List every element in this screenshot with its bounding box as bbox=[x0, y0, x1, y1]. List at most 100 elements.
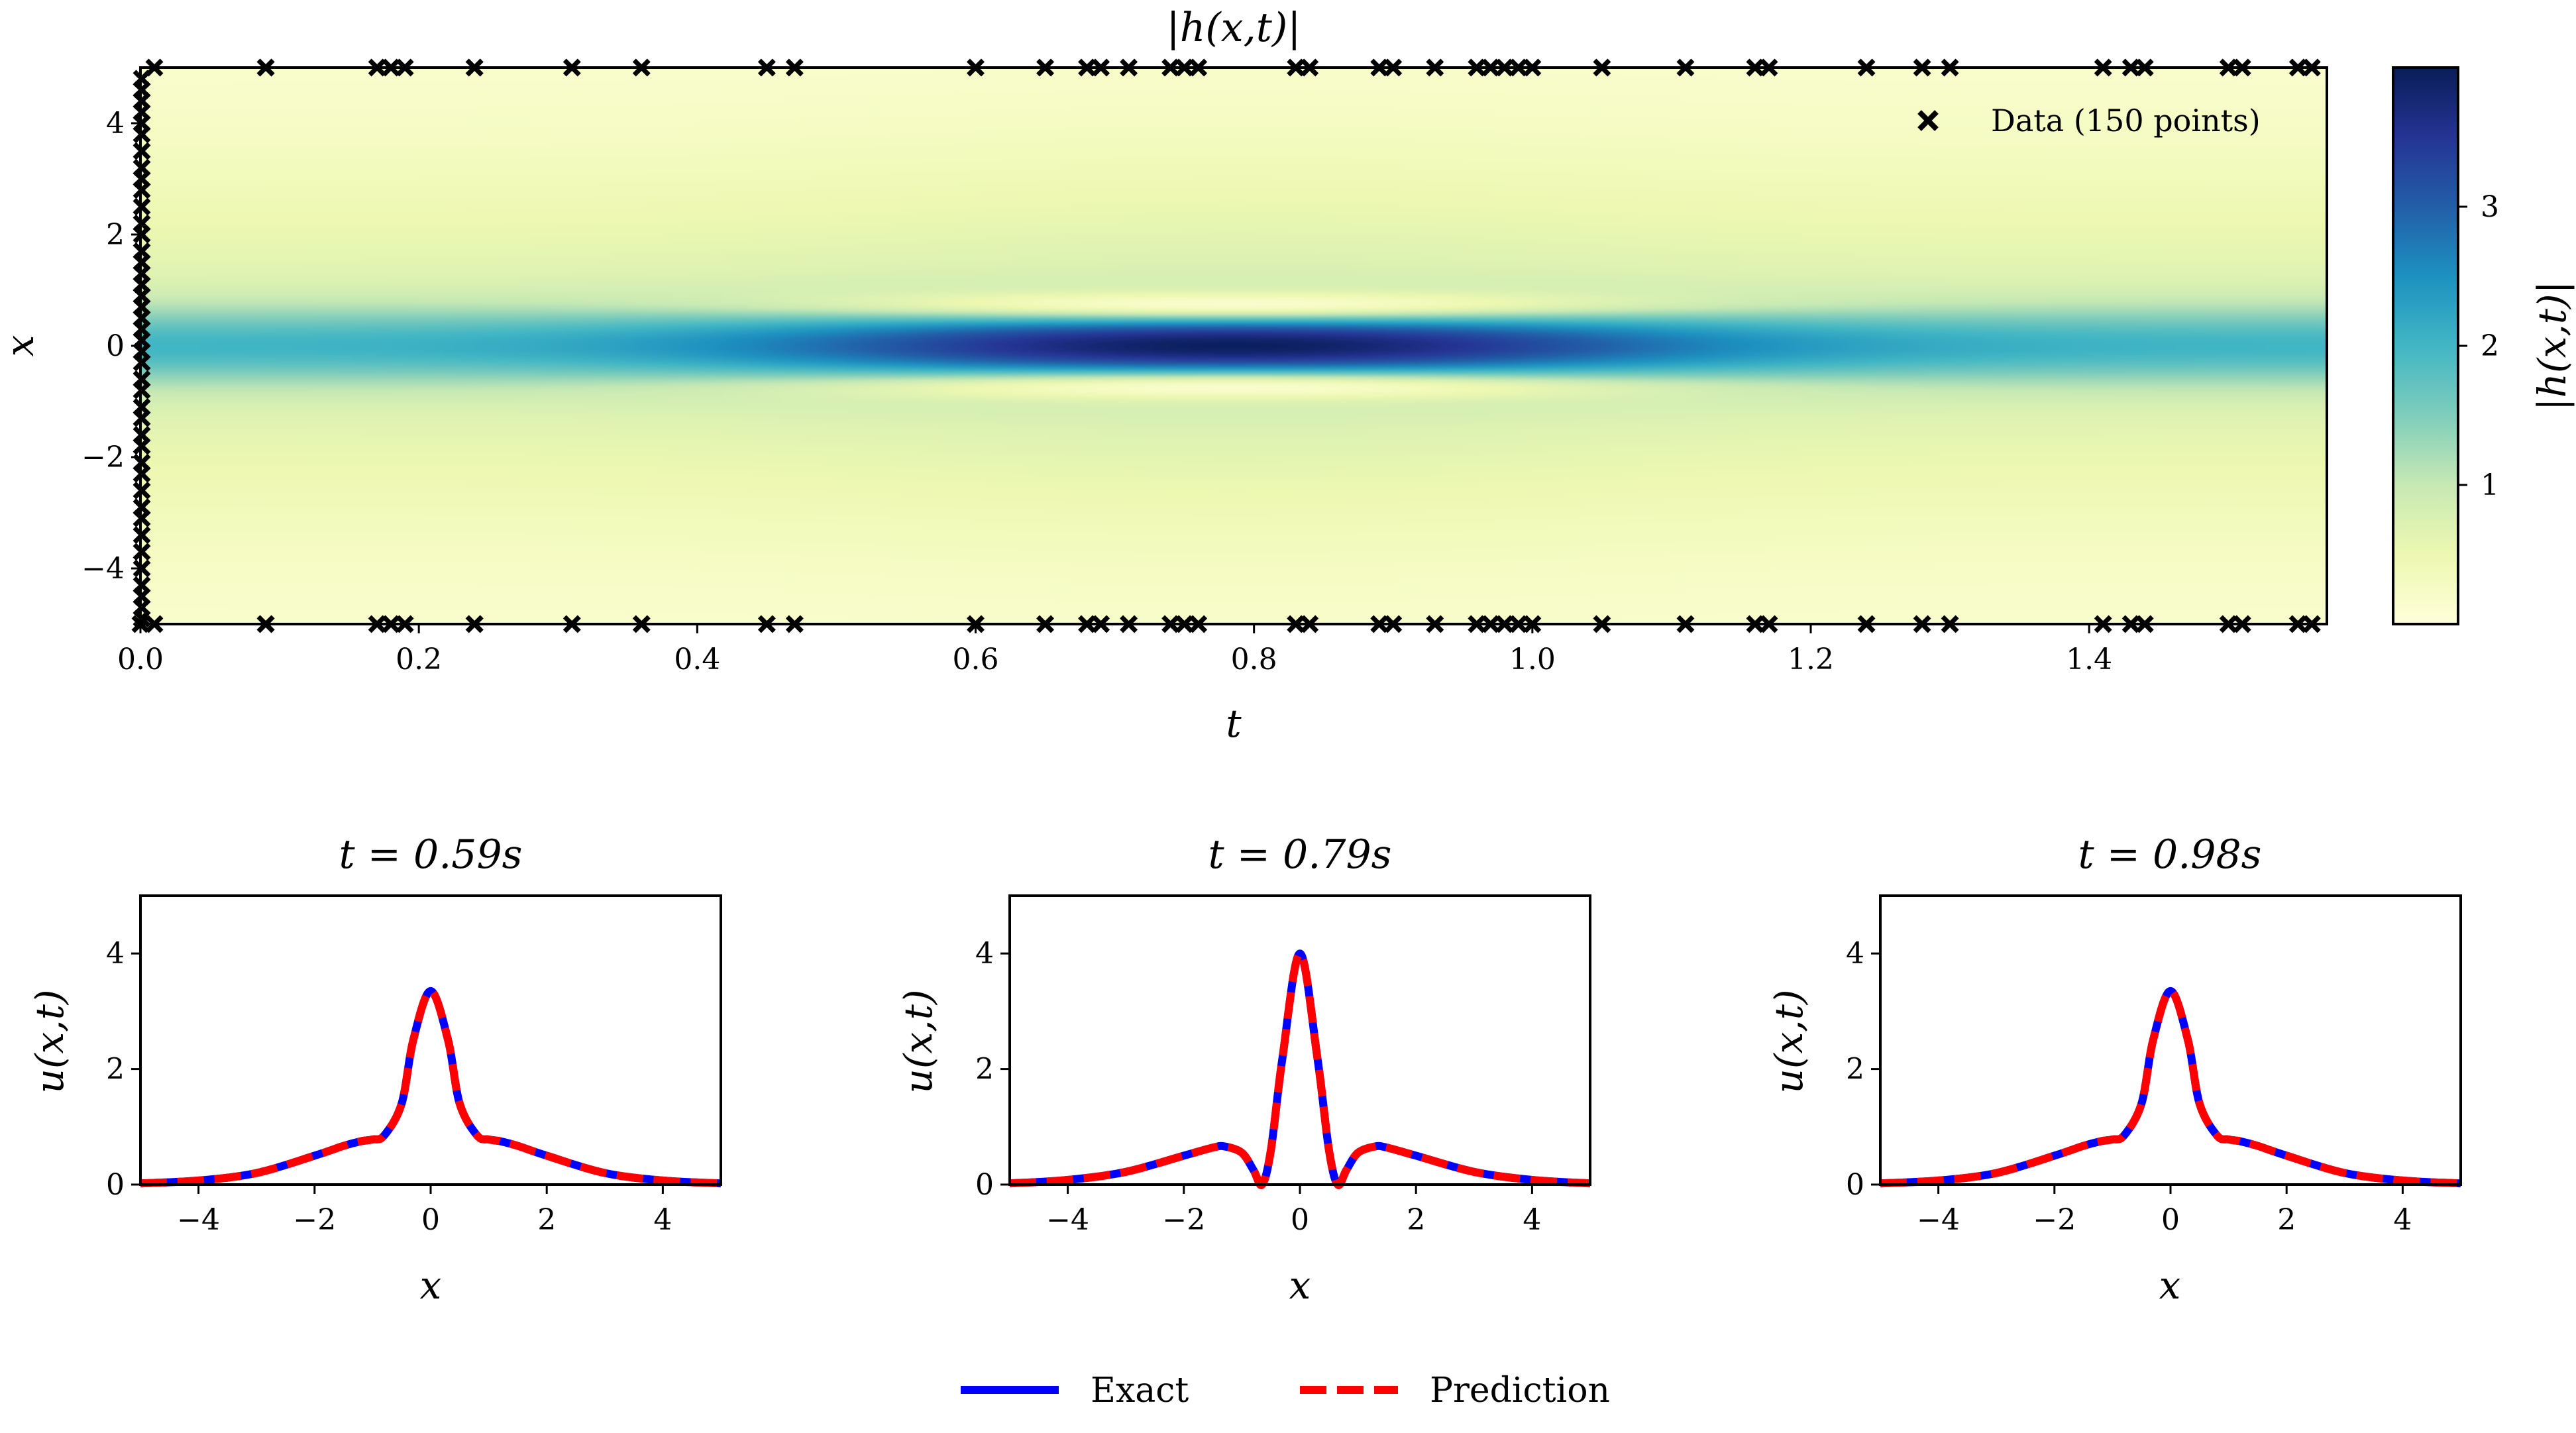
x-tick-label: 1.2 bbox=[1788, 643, 1834, 676]
data-point bbox=[382, 615, 400, 633]
data-point bbox=[1760, 615, 1778, 633]
data-point bbox=[1593, 615, 1611, 633]
heatmap-y-ticks: −4 −2 0 2 4 bbox=[81, 107, 140, 586]
plot-area bbox=[1880, 896, 2461, 1185]
data-point bbox=[133, 498, 151, 517]
data-point bbox=[1301, 58, 1319, 77]
data-point bbox=[1857, 615, 1876, 633]
data-point bbox=[2288, 615, 2307, 633]
data-point bbox=[1161, 615, 1180, 633]
data-point bbox=[2288, 58, 2307, 77]
data-point bbox=[1676, 615, 1695, 633]
y-tick-label: 0 bbox=[106, 1168, 125, 1202]
heatmap-x-ticks: 0.0 0.2 0.4 0.6 0.8 1.0 1.2 1.4 bbox=[117, 624, 2112, 676]
data-point bbox=[2094, 58, 2112, 77]
data-point bbox=[1120, 58, 1138, 77]
slice-panel-1: t = 0.59s x u(x,t) −4 −2 0 2 4 0 2 4 bbox=[27, 831, 722, 1308]
y-tick-label: −4 bbox=[81, 552, 125, 586]
heatmap-xlabel: t bbox=[1226, 701, 1242, 746]
slice-title: t = 0.98s bbox=[2078, 831, 2262, 878]
data-point bbox=[563, 615, 581, 633]
data-point bbox=[563, 58, 581, 77]
x-tick-label: −4 bbox=[1917, 1203, 1960, 1237]
colorbar-tick-label: 1 bbox=[2481, 468, 2499, 502]
data-point bbox=[1161, 58, 1180, 77]
data-point bbox=[1509, 615, 1528, 633]
data-point bbox=[133, 481, 151, 500]
x-tick-label: 0.6 bbox=[953, 643, 999, 676]
data-point bbox=[785, 615, 804, 633]
x-tick-label: 2 bbox=[1407, 1203, 1425, 1237]
data-point bbox=[757, 615, 776, 633]
data-point bbox=[1078, 615, 1097, 633]
data-point bbox=[133, 197, 151, 216]
data-point bbox=[1523, 58, 1542, 77]
x-tick-label: 0 bbox=[2161, 1203, 2180, 1237]
colorbar: 1 2 3 |h(x,t)| bbox=[2392, 66, 2575, 625]
data-point bbox=[1120, 615, 1138, 633]
data-point bbox=[133, 398, 151, 416]
x-tick-label: 0 bbox=[1291, 1203, 1309, 1237]
slice-panel-3: t = 0.98s x u(x,t) −4 −2 0 2 4 0 2 4 bbox=[1766, 831, 2462, 1308]
colorbar-tick-label: 3 bbox=[2481, 190, 2499, 224]
data-point bbox=[1370, 615, 1389, 633]
data-point bbox=[1175, 615, 1194, 633]
data-point bbox=[1760, 58, 1778, 77]
data-point bbox=[1941, 615, 1959, 633]
data-point bbox=[2121, 58, 2140, 77]
x-tick-label: −2 bbox=[293, 1203, 336, 1237]
data-point bbox=[2233, 58, 2251, 77]
data-point bbox=[1468, 58, 1486, 77]
data-point bbox=[1509, 58, 1528, 77]
data-point bbox=[465, 615, 484, 633]
x-tick-label: 1.4 bbox=[2066, 643, 2112, 676]
heatmap-title: |h(x,t)| bbox=[1167, 5, 1301, 51]
y-tick-label: 0 bbox=[1846, 1168, 1864, 1202]
data-point bbox=[1481, 615, 1500, 633]
y-tick-label: 4 bbox=[975, 937, 994, 971]
data-point bbox=[1287, 58, 1305, 77]
slice-ylabel: u(x,t) bbox=[896, 989, 941, 1093]
x-tick-label: −2 bbox=[2033, 1203, 2076, 1237]
slice-title: t = 0.79s bbox=[1208, 831, 1392, 878]
data-point bbox=[1384, 58, 1403, 77]
legend-data-label: Data (150 points) bbox=[1991, 103, 2261, 138]
data-point bbox=[1287, 615, 1305, 633]
data-point bbox=[785, 58, 804, 77]
data-point bbox=[1913, 615, 1931, 633]
data-point bbox=[2219, 58, 2237, 77]
slice-xlabel: x bbox=[420, 1263, 442, 1308]
series-prediction-line bbox=[1880, 986, 2461, 1188]
y-tick-label: −2 bbox=[81, 441, 125, 474]
data-point bbox=[368, 615, 386, 633]
data-point bbox=[133, 559, 151, 578]
data-point bbox=[1746, 615, 1764, 633]
data-point bbox=[1913, 58, 1931, 77]
legend-x-marker bbox=[1917, 110, 1939, 131]
x-tick-label: −2 bbox=[1162, 1203, 1205, 1237]
series-prediction-line bbox=[1009, 949, 1591, 1189]
data-point bbox=[2135, 58, 2154, 77]
colorbar-ticks: 1 2 3 bbox=[2458, 190, 2499, 502]
x-tick-label: −4 bbox=[1046, 1203, 1089, 1237]
x-tick-label: 0.2 bbox=[396, 643, 442, 676]
y-tick-label: 2 bbox=[106, 1053, 125, 1087]
y-tick-label: 0 bbox=[975, 1168, 994, 1202]
data-point bbox=[1175, 58, 1194, 77]
legend-exact-label: Exact bbox=[1091, 1371, 1189, 1410]
y-tick-label: 4 bbox=[106, 937, 125, 971]
data-point bbox=[368, 58, 386, 77]
data-point bbox=[133, 453, 151, 472]
x-tick-label: 2 bbox=[537, 1203, 556, 1237]
data-point bbox=[396, 615, 414, 633]
heatmap-ylabel: x bbox=[0, 335, 42, 357]
data-point bbox=[1676, 58, 1695, 77]
data-point bbox=[133, 425, 151, 444]
data-point bbox=[465, 58, 484, 77]
heatmap-image bbox=[140, 68, 2327, 624]
data-point bbox=[1481, 58, 1500, 77]
data-point bbox=[2233, 615, 2251, 633]
data-point bbox=[256, 615, 275, 633]
data-point bbox=[1092, 615, 1110, 633]
